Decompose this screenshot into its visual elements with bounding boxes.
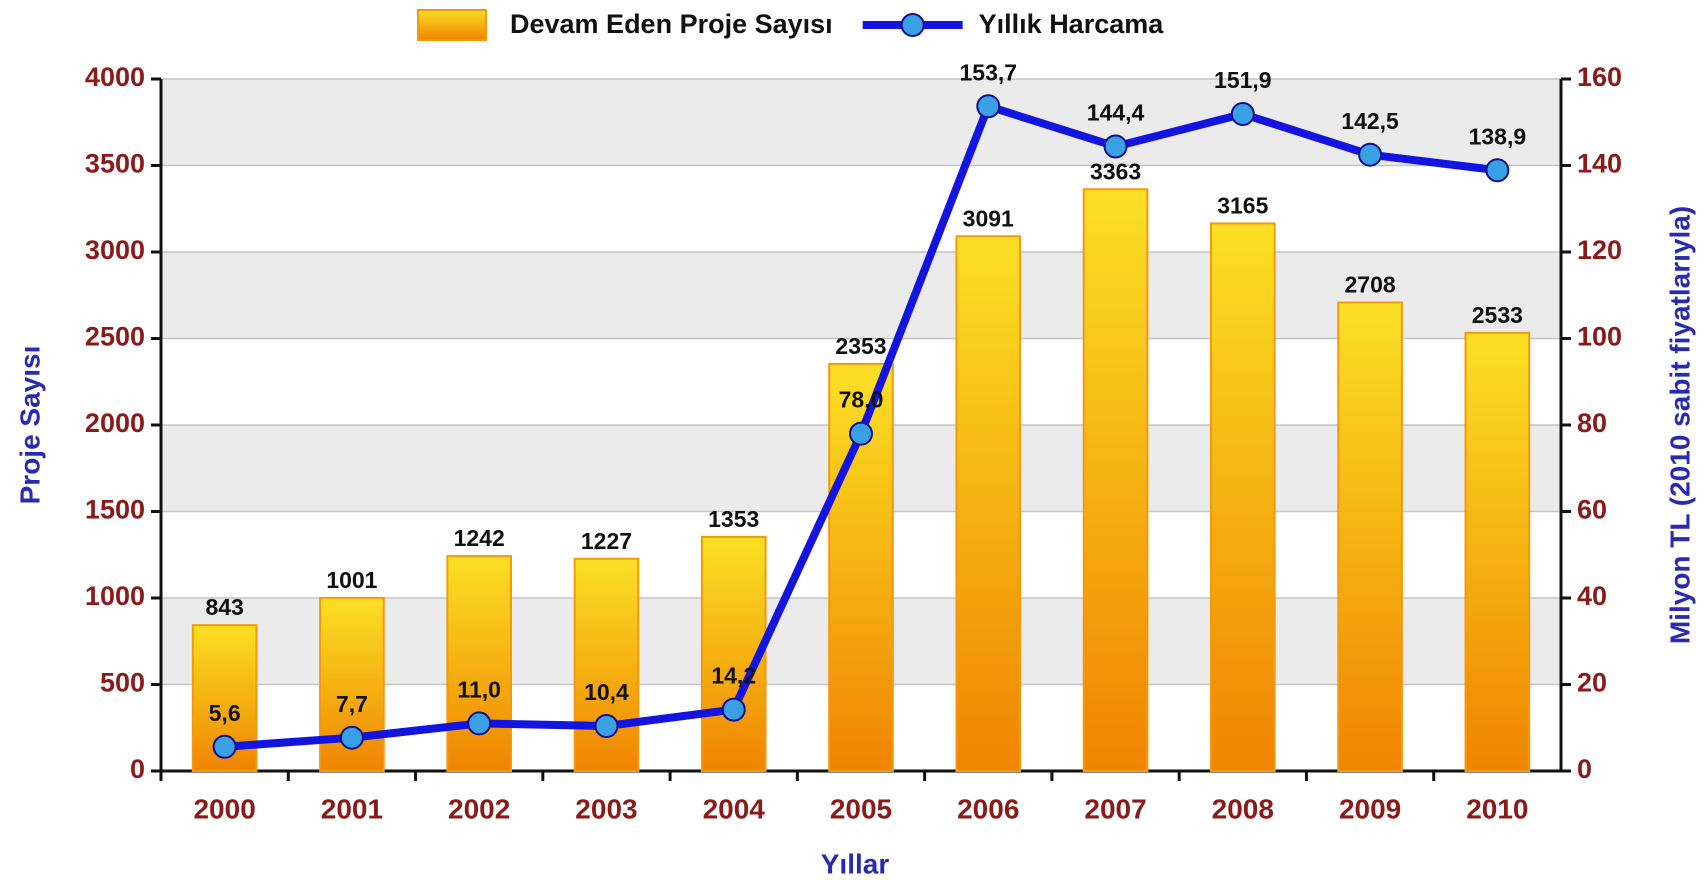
y2-axis-title: Milyon TL (2010 sabit fiyatlarıyla) bbox=[1664, 206, 1695, 644]
y-axis-title: Proje Sayısı bbox=[14, 346, 45, 505]
legend-marker bbox=[900, 13, 925, 37]
y-tick-label: 4000 bbox=[85, 62, 145, 92]
line-marker bbox=[467, 711, 492, 736]
x-tick-label: 2006 bbox=[957, 793, 1019, 824]
y-tick-label: 500 bbox=[100, 668, 145, 698]
line-label: 10,4 bbox=[584, 679, 629, 705]
x-tick-label: 2002 bbox=[448, 793, 510, 824]
y-tick-label: 2000 bbox=[85, 408, 145, 438]
x-tick-label: 2010 bbox=[1466, 793, 1528, 824]
line-marker bbox=[1485, 158, 1510, 183]
grid-band bbox=[161, 252, 1561, 339]
bar-label: 1242 bbox=[454, 525, 505, 551]
bar bbox=[1210, 222, 1276, 772]
y2-tick-label: 160 bbox=[1577, 62, 1622, 92]
line-marker bbox=[594, 714, 619, 739]
y-tick-label: 1500 bbox=[85, 495, 145, 525]
x-tick-label: 2001 bbox=[321, 793, 383, 824]
bar-label: 1227 bbox=[581, 528, 632, 554]
bar-label: 1353 bbox=[708, 506, 759, 532]
bar bbox=[446, 555, 513, 772]
y2-tick-label: 140 bbox=[1577, 149, 1622, 179]
line-label: 5,6 bbox=[209, 700, 241, 726]
line-label: 138,9 bbox=[1469, 123, 1527, 149]
bar-label: 2353 bbox=[835, 333, 886, 359]
x-axis-title: Yıllar bbox=[821, 848, 890, 879]
y2-tick-label: 60 bbox=[1577, 495, 1607, 525]
line-marker bbox=[976, 94, 1001, 119]
line-label: 153,7 bbox=[959, 59, 1017, 85]
x-tick-label: 2000 bbox=[193, 793, 255, 824]
line-marker bbox=[339, 725, 364, 750]
x-tick-label: 2004 bbox=[703, 793, 766, 824]
x-tick-label: 2003 bbox=[575, 793, 637, 824]
line-marker bbox=[1103, 134, 1128, 159]
bar bbox=[700, 535, 767, 773]
bar-label: 3165 bbox=[1217, 193, 1268, 219]
bar bbox=[1464, 331, 1531, 772]
x-tick-label: 2007 bbox=[1084, 793, 1146, 824]
y-tick-label: 3000 bbox=[85, 235, 145, 265]
x-tick-label: 2005 bbox=[830, 793, 892, 824]
y2-tick-label: 80 bbox=[1577, 408, 1607, 438]
line-marker bbox=[212, 734, 237, 759]
line-marker bbox=[721, 697, 746, 722]
legend-label: Yıllık Harcama bbox=[979, 9, 1165, 39]
y-tick-label: 0 bbox=[130, 754, 145, 784]
bar bbox=[1082, 188, 1149, 773]
x-tick-label: 2009 bbox=[1339, 793, 1401, 824]
y2-tick-label: 100 bbox=[1577, 322, 1622, 352]
line-marker bbox=[1230, 102, 1255, 127]
line-label: 142,5 bbox=[1341, 108, 1399, 134]
y2-tick-label: 120 bbox=[1577, 235, 1622, 265]
y-tick-label: 1000 bbox=[85, 581, 145, 611]
legend-swatch bbox=[417, 9, 487, 41]
bar bbox=[955, 235, 1022, 772]
line-marker bbox=[849, 421, 873, 446]
y2-tick-label: 0 bbox=[1577, 754, 1592, 784]
line-label: 144,4 bbox=[1087, 100, 1145, 126]
bar-label: 1001 bbox=[326, 567, 377, 593]
line-label: 11,0 bbox=[457, 677, 501, 703]
line-label: 151,9 bbox=[1214, 67, 1272, 93]
bar-label: 2708 bbox=[1345, 272, 1396, 298]
bar-label: 2533 bbox=[1472, 302, 1523, 328]
line-marker bbox=[1358, 142, 1383, 167]
bar bbox=[573, 557, 640, 772]
bar-label: 843 bbox=[205, 594, 243, 620]
y-tick-label: 3500 bbox=[85, 149, 145, 179]
bar bbox=[1337, 301, 1403, 772]
y2-tick-label: 20 bbox=[1577, 668, 1607, 698]
y2-tick-label: 40 bbox=[1577, 581, 1607, 611]
line-label: 78,0 bbox=[839, 387, 884, 413]
line-label: 14,2 bbox=[711, 663, 756, 689]
bar-label: 3091 bbox=[963, 205, 1014, 231]
bar-label: 3363 bbox=[1090, 158, 1141, 184]
x-tick-label: 2008 bbox=[1212, 793, 1274, 824]
line-label: 7,7 bbox=[336, 691, 368, 717]
legend-label: Devam Eden Proje Sayısı bbox=[510, 9, 833, 39]
grid-band bbox=[161, 79, 1561, 166]
y-tick-label: 2500 bbox=[85, 322, 145, 352]
